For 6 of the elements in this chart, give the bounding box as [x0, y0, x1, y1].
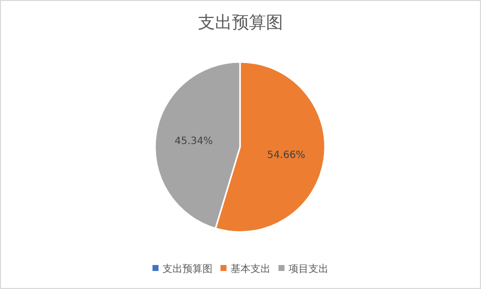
data-label: 54.66%: [267, 150, 306, 161]
title: 支出预算图: [198, 13, 283, 33]
legend-label: 支出预算图: [162, 263, 212, 275]
legend-label: 项目支出: [288, 263, 328, 275]
legend-label: 基本支出: [230, 263, 270, 275]
data-label: 45.34%: [174, 136, 213, 148]
